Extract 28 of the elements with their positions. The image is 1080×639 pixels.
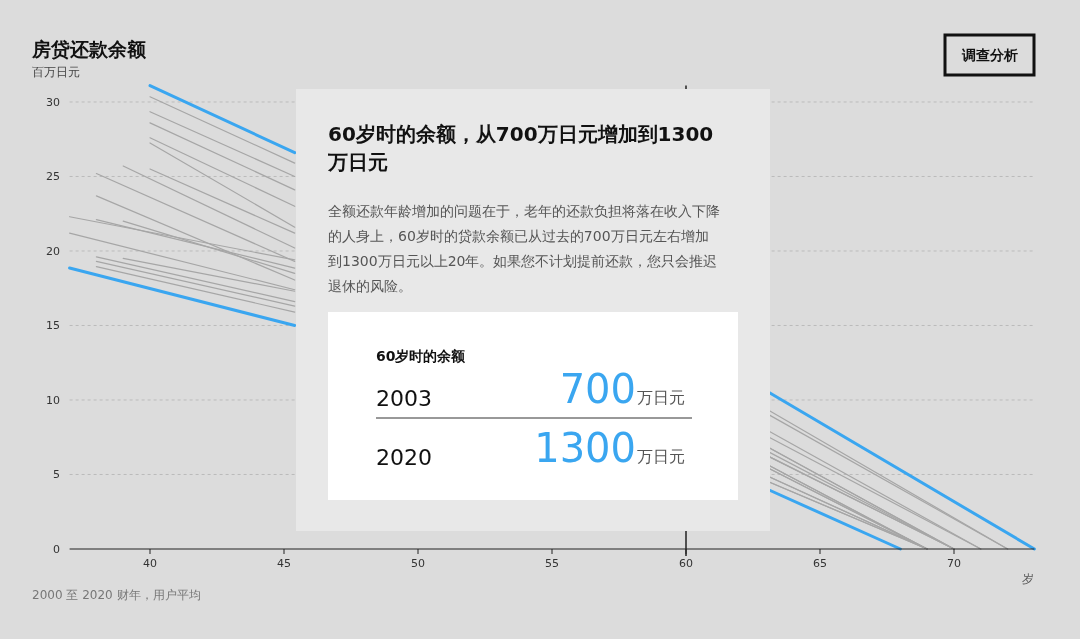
annotation: 万日元 <box>637 388 685 407</box>
y-tick-label: 5 <box>53 468 60 482</box>
x-tick-label: 45 <box>277 557 291 570</box>
y-tick-label: 20 <box>46 244 60 258</box>
x-tick-label: 60 <box>679 557 693 570</box>
y-tick-label: 25 <box>46 170 60 184</box>
y-tick-label: 30 <box>46 95 60 109</box>
annotation: 2020 <box>376 445 432 470</box>
annotation: 700 <box>559 366 636 412</box>
annotation: 60岁时的余额，从700万日元增加到1300万日元 <box>328 121 715 176</box>
y-tick-label: 15 <box>46 319 60 333</box>
x-tick-label: 55 <box>545 557 559 570</box>
x-tick-label: 40 <box>143 557 157 570</box>
annotation: 60岁时的余额 <box>376 348 467 364</box>
y-tick-label: 0 <box>53 543 60 556</box>
y-axis-title: 百万日元 <box>32 65 80 79</box>
x-tick-label: 65 <box>813 557 827 570</box>
annotation: 万日元 <box>637 447 685 466</box>
annotation: 1300 <box>534 425 636 471</box>
annotation: 全额还款年龄增加的问题在于，老年的还款负担将落在收入下降的人身上，60岁时的贷款余额已从过去的700万日元左右增加到1300万日元以上20年。如果您不计划提前还款，您只会推迟退休的风险。 <box>328 202 720 296</box>
text: 2000 至 2020 财年，用户平均 <box>32 588 201 602</box>
x-tick-label: 50 <box>411 557 425 570</box>
x-axis-title: 岁 <box>1022 572 1034 586</box>
x-tick-label: 70 <box>947 557 961 570</box>
chart-title: 房贷还款余额 <box>31 38 147 60</box>
text: 调查分析 <box>960 47 1018 63</box>
y-tick-label: 10 <box>46 394 60 407</box>
annotation: 2003 <box>376 386 432 411</box>
